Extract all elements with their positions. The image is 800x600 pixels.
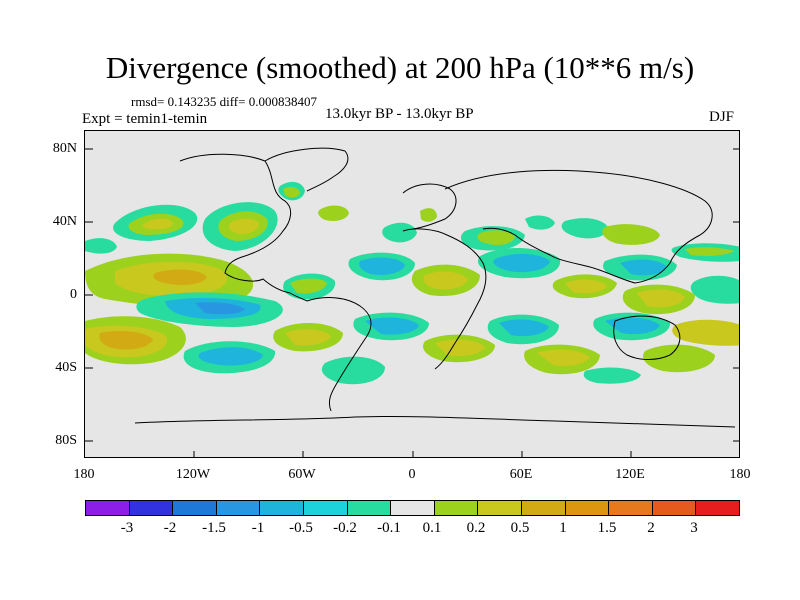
colorbar-label: 0.1 — [422, 520, 442, 536]
coastlines — [134, 147, 736, 428]
lon-label-180e: 180 — [729, 467, 751, 482]
colorbar-swatch — [260, 501, 304, 515]
colorbar-swatch — [652, 501, 697, 515]
colorbar-swatch — [303, 501, 348, 515]
lon-label-180w: 180 — [73, 467, 95, 482]
map-panel — [84, 130, 740, 458]
coast-africa — [402, 228, 487, 370]
colorbar-label: -0.5 — [289, 520, 313, 536]
coast-greenland — [264, 147, 349, 192]
colorbar-label: 0.5 — [510, 520, 530, 536]
colorbar-label: 2 — [647, 520, 655, 536]
season-label: DJF — [709, 109, 735, 125]
colorbar-label: 1.5 — [597, 520, 617, 536]
coast-south-america — [306, 297, 372, 412]
colorbar-label: -0.1 — [377, 520, 401, 536]
colorbar-label: -0.2 — [333, 520, 357, 536]
colorbar-label: 0.2 — [466, 520, 486, 536]
lat-label-40n: 40N — [52, 214, 77, 229]
colorbar-label: -3 — [120, 520, 134, 536]
lon-label-60w: 60W — [288, 467, 316, 482]
colorbar-swatch — [478, 501, 522, 515]
coast-antarctica — [134, 415, 736, 428]
coast-europe — [402, 183, 457, 230]
colorbar-swatch — [173, 501, 217, 515]
colorbar-swatch — [347, 501, 392, 515]
lat-label-40s: 40S — [55, 360, 77, 375]
coast-australia — [613, 315, 681, 360]
lon-label-60e: 60E — [509, 467, 533, 482]
axis-ticks — [85, 148, 739, 457]
stats-label: rmsd= 0.143235 diff= 0.000838407 — [131, 94, 317, 109]
plot-title: Divergence (smoothed) at 200 hPa (10**6 … — [105, 50, 695, 85]
colorbar-label: -1 — [251, 520, 265, 536]
lon-label-120e: 120E — [615, 467, 645, 482]
colorbar-swatch — [521, 501, 566, 515]
colorbar-swatch — [609, 501, 653, 515]
colorbar-swatch — [434, 501, 479, 515]
colorbar-label: -1.5 — [202, 520, 226, 536]
field-south-band — [85, 312, 739, 385]
colorbar-swatch — [86, 501, 130, 515]
divergence-field — [85, 147, 739, 457]
coast-asia — [444, 169, 713, 284]
colorbar-swatch — [391, 501, 435, 515]
field-north-band — [85, 181, 739, 262]
period-label: 13.0kyr BP - 13.0kyr BP — [325, 106, 474, 122]
colorbar-swatch — [216, 501, 261, 515]
field-tropical-band — [85, 247, 739, 327]
lon-label-0: 0 — [408, 467, 416, 482]
coast-north-america — [179, 153, 308, 302]
colorbar-label: 1 — [559, 520, 567, 536]
colorbar-swatch — [696, 501, 739, 515]
lat-label-80n: 80N — [52, 141, 77, 156]
lat-label-80s: 80S — [55, 433, 77, 448]
colorbar-swatch — [565, 501, 610, 515]
colorbar — [85, 500, 740, 516]
lon-label-120w: 120W — [175, 467, 211, 482]
lat-label-eq: 0 — [70, 287, 77, 302]
colorbar-swatch — [129, 501, 174, 515]
colorbar-label: -2 — [163, 520, 177, 536]
experiment-label: Expt = temin1-temin — [82, 111, 208, 127]
colorbar-label: 3 — [690, 520, 698, 536]
